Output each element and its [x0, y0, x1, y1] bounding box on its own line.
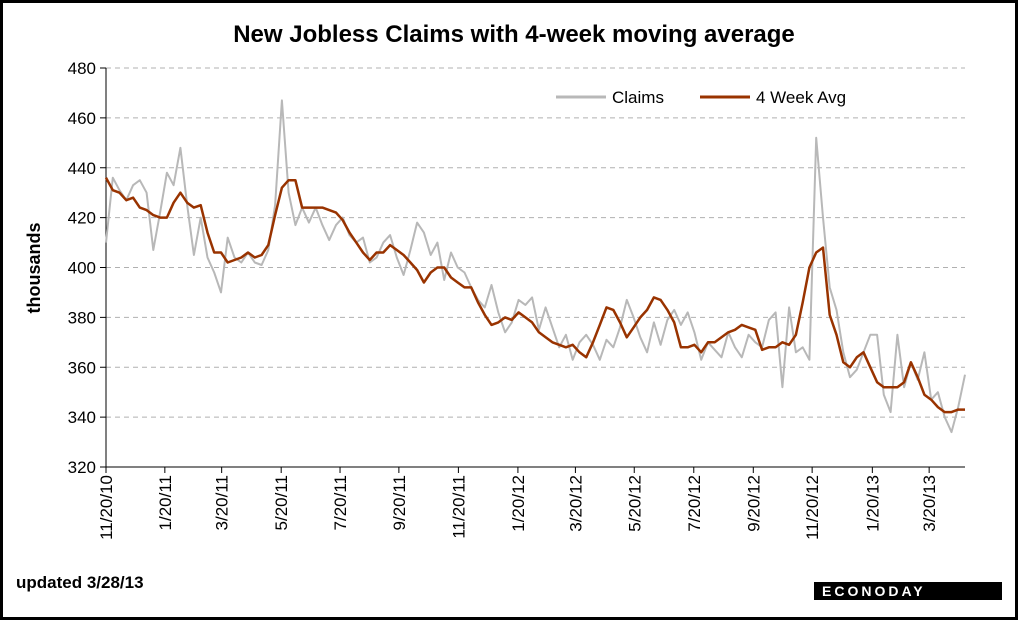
y-tick-label: 460: [68, 109, 96, 128]
x-tick-label: 7/20/11: [331, 475, 350, 530]
y-tick-label: 380: [68, 308, 96, 327]
y-tick-label: 360: [68, 358, 96, 377]
x-tick-label: 5/20/11: [272, 475, 291, 530]
axes: [100, 67, 965, 473]
y-tick-label: 440: [68, 159, 96, 178]
x-tick-labels: 11/20/10 1/20/11 3/20/11 5/20/11 7/20/11 9/20…: [97, 475, 939, 540]
x-tick-label: 11/20/10: [97, 475, 116, 540]
x-tick-label: 7/20/12: [685, 475, 704, 532]
gridlines: [106, 67, 965, 418]
updated-footnote: updated 3/28/13: [16, 573, 144, 592]
legend: Claims 4 Week Avg: [556, 88, 846, 107]
x-tick-label: 1/20/12: [509, 475, 528, 532]
econoday-logo: ECONODAY: [814, 582, 1002, 600]
series-line-claims: [105, 99, 966, 434]
y-tick-label: 340: [68, 408, 96, 427]
y-axis-label: thousands: [24, 222, 44, 313]
legend-label-4-week-avg: 4 Week Avg: [756, 88, 846, 107]
x-tick-label: 9/20/12: [744, 475, 763, 532]
x-tick-label: 11/20/12: [803, 475, 822, 540]
legend-label-claims: Claims: [612, 88, 664, 107]
series-lines: [104, 99, 966, 434]
x-tick-label: 3/20/12: [566, 475, 585, 532]
x-tick-label: 5/20/12: [625, 475, 644, 532]
logo-background: [814, 582, 1002, 600]
x-tick-label: 9/20/11: [390, 475, 409, 530]
x-tick-label: 1/20/13: [863, 475, 882, 532]
series-line-4-week-avg: [104, 177, 965, 414]
y-tick-labels: 320 340 360 380 400 420 440 460 480: [68, 59, 96, 477]
x-tick-label: 1/20/11: [156, 475, 175, 530]
chart-title: New Jobless Claims with 4-week moving av…: [233, 21, 795, 48]
y-tick-label: 480: [68, 59, 96, 78]
y-tick-label: 320: [68, 458, 96, 477]
x-tick-label: 3/20/11: [213, 475, 232, 530]
logo-text: ECONODAY: [822, 583, 926, 599]
x-tick-label: 11/20/11: [449, 475, 468, 539]
x-tick-label: 3/20/13: [920, 475, 939, 532]
y-tick-label: 420: [68, 209, 96, 228]
y-tick-label: 400: [68, 259, 96, 278]
